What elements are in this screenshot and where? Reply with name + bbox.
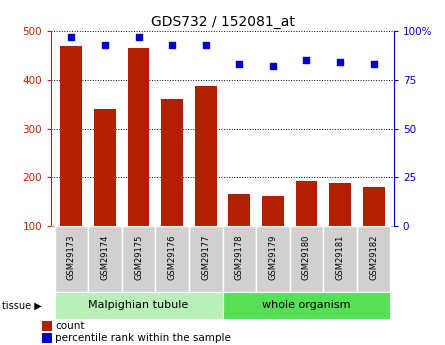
Point <box>202 42 209 48</box>
Text: GSM29182: GSM29182 <box>369 235 378 280</box>
Text: percentile rank within the sample: percentile rank within the sample <box>55 333 231 343</box>
Text: GSM29174: GSM29174 <box>101 235 109 280</box>
Bar <box>323 226 357 292</box>
Bar <box>329 183 351 275</box>
Point <box>370 61 377 67</box>
Bar <box>256 226 290 292</box>
Point <box>236 61 243 67</box>
Text: GSM29176: GSM29176 <box>168 235 177 280</box>
Bar <box>262 196 284 275</box>
Bar <box>55 226 88 292</box>
Bar <box>155 226 189 292</box>
Bar <box>363 187 384 275</box>
Point <box>68 34 75 40</box>
Bar <box>222 226 256 292</box>
Text: count: count <box>55 321 85 331</box>
Bar <box>94 109 116 275</box>
Text: GSM29180: GSM29180 <box>302 235 311 280</box>
Bar <box>295 181 317 275</box>
Text: GSM29173: GSM29173 <box>67 235 76 280</box>
Point <box>269 63 276 69</box>
Bar <box>61 46 82 275</box>
Text: GSM29179: GSM29179 <box>268 235 277 280</box>
Point <box>336 59 344 65</box>
Text: GSM29177: GSM29177 <box>201 235 210 280</box>
Bar <box>228 194 250 275</box>
Bar <box>195 86 217 275</box>
Bar <box>42 321 52 331</box>
Bar <box>222 292 390 319</box>
Bar <box>42 333 52 343</box>
Point <box>169 42 176 48</box>
Text: GSM29181: GSM29181 <box>336 235 344 280</box>
Bar <box>189 226 222 292</box>
Bar <box>128 48 150 275</box>
Point <box>135 34 142 40</box>
Bar <box>122 226 155 292</box>
Text: tissue ▶: tissue ▶ <box>2 300 42 310</box>
Bar <box>55 292 222 319</box>
Bar <box>161 99 183 275</box>
Bar <box>290 226 323 292</box>
Text: GSM29178: GSM29178 <box>235 235 244 280</box>
Point <box>303 58 310 63</box>
Point <box>101 42 109 48</box>
Title: GDS732 / 152081_at: GDS732 / 152081_at <box>150 14 295 29</box>
Bar <box>357 226 390 292</box>
Bar <box>88 226 122 292</box>
Text: GSM29175: GSM29175 <box>134 235 143 280</box>
Text: Malpighian tubule: Malpighian tubule <box>89 300 189 310</box>
Text: whole organism: whole organism <box>262 300 351 310</box>
